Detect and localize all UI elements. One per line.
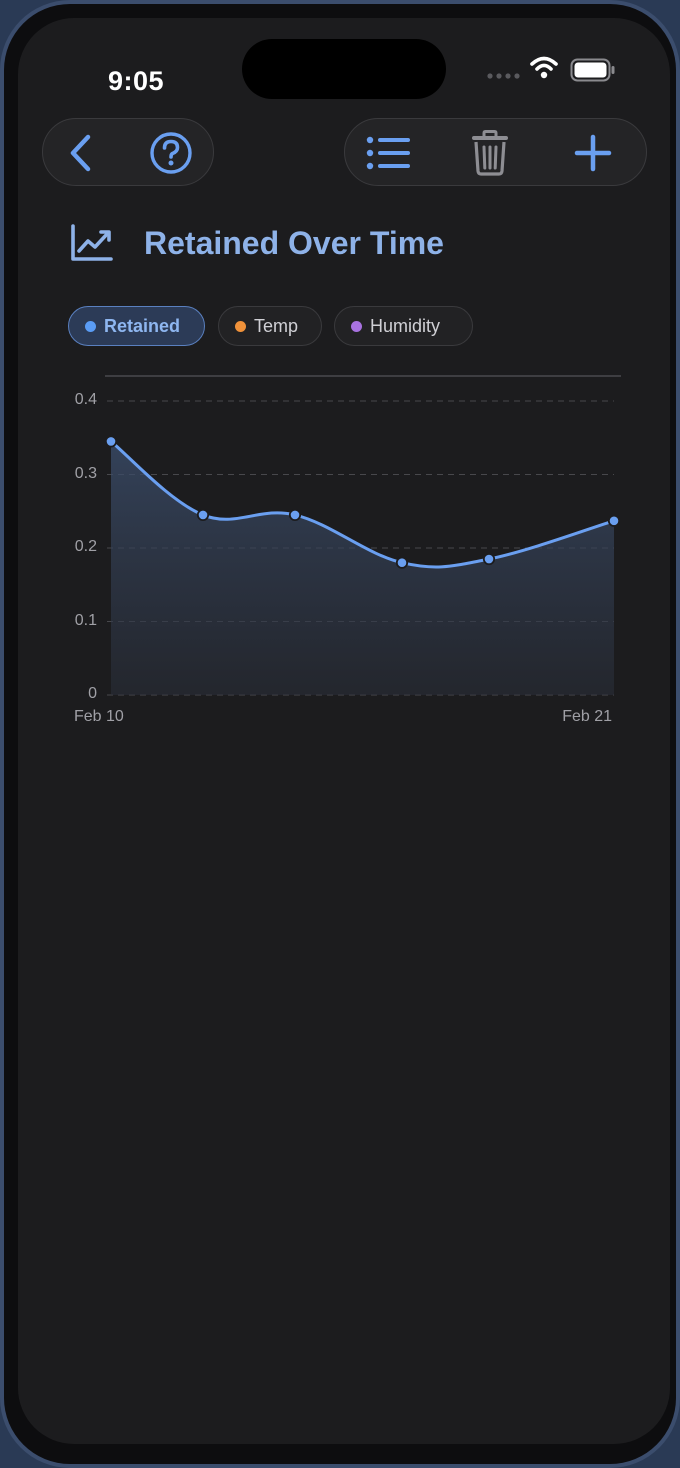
chip-retained[interactable]: Retained xyxy=(68,306,205,346)
list-icon xyxy=(366,136,410,170)
toolbar-right-group xyxy=(344,118,647,186)
data-point xyxy=(288,508,302,522)
chip-label: Retained xyxy=(104,315,181,336)
y-tick-label: 0.1 xyxy=(74,611,97,629)
dynamic-island xyxy=(242,39,446,99)
page-title: Retained Over Time xyxy=(144,225,444,261)
trash-icon xyxy=(472,130,508,176)
y-tick-label: 0.2 xyxy=(74,538,97,555)
retained-line xyxy=(110,440,615,569)
data-point xyxy=(482,552,496,566)
status-time: 9:05 xyxy=(108,66,165,96)
device-bezel: 9:05 xyxy=(4,4,676,1464)
x-tick-label: Feb 21 xyxy=(562,708,612,725)
chevron-left-icon xyxy=(70,134,91,172)
plus-icon xyxy=(574,134,612,172)
toolbar-left-group xyxy=(42,118,214,186)
signal-icon xyxy=(487,73,520,79)
delete-button[interactable] xyxy=(456,119,524,187)
y-tick-label: 0.3 xyxy=(74,464,97,482)
chart-plot xyxy=(104,375,621,696)
retained-area xyxy=(111,441,614,695)
list-button[interactable] xyxy=(355,119,423,187)
data-point xyxy=(196,508,210,522)
help-button[interactable] xyxy=(137,119,205,187)
add-button[interactable] xyxy=(559,119,627,187)
temp-color-dot xyxy=(235,320,246,332)
chip-label: Temp xyxy=(254,315,299,336)
y-tick-label: 0.4 xyxy=(74,391,97,408)
y-tick-label: 0 xyxy=(88,685,97,702)
question-circle-icon xyxy=(150,132,192,174)
retained-chart: 0 0.1 0.2 0.3 0.4 Feb 10 Feb 21 xyxy=(58,368,638,748)
battery-icon xyxy=(570,58,615,82)
chip-temp[interactable]: Temp xyxy=(218,306,322,346)
chip-humidity[interactable]: Humidity xyxy=(334,306,473,346)
data-point xyxy=(104,435,118,448)
humidity-color-dot xyxy=(351,320,362,332)
data-point xyxy=(607,514,621,527)
wifi-icon xyxy=(530,56,558,79)
chip-label: Humidity xyxy=(370,315,441,336)
line-chart-icon xyxy=(71,224,113,261)
data-point xyxy=(395,556,409,569)
screen: 9:05 xyxy=(18,18,670,1444)
back-button[interactable] xyxy=(47,119,115,187)
x-tick-label: Feb 10 xyxy=(74,708,124,725)
retained-color-dot xyxy=(85,320,96,332)
